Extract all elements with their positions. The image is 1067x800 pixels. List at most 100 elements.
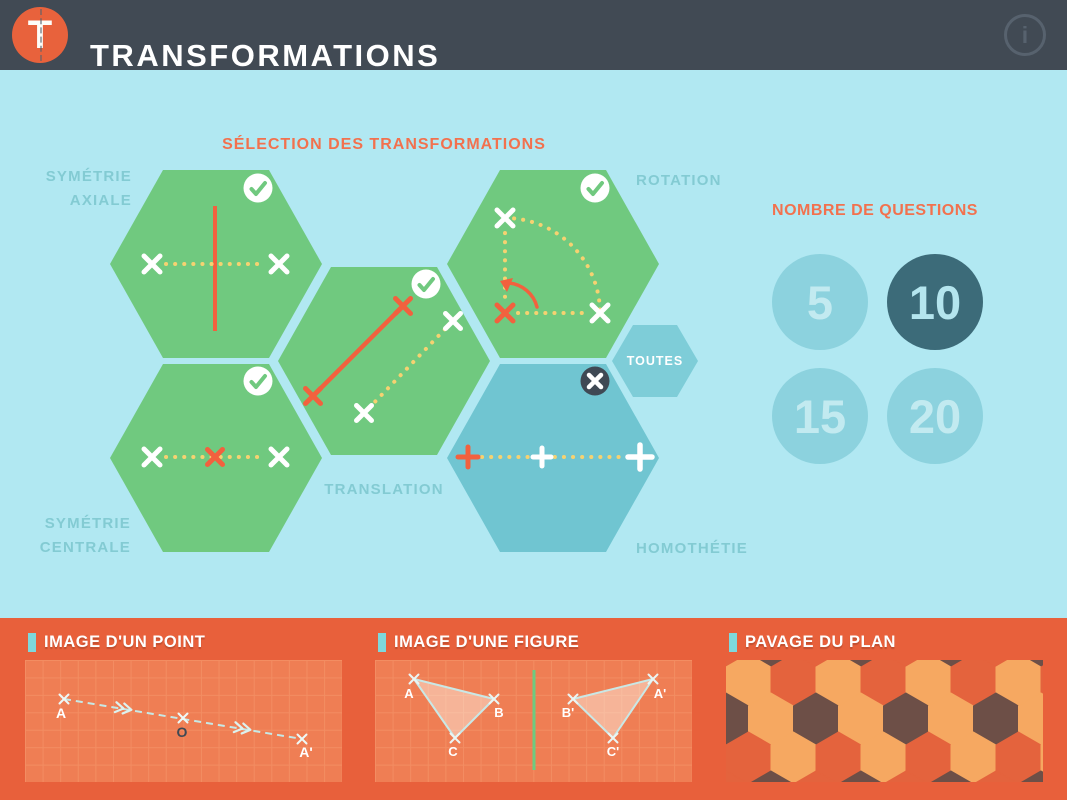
label-homothetie: HOMOTHÉTIE <box>636 537 748 561</box>
point-demo-canvas[interactable]: A O A' <box>25 660 342 782</box>
point-label-a-prime: A' <box>299 744 312 760</box>
dotted-line <box>367 324 450 410</box>
question-count-20[interactable]: 20 <box>887 368 983 464</box>
pavage-hexagon <box>930 770 972 782</box>
page-title: TRANSFORMATIONS <box>90 37 441 73</box>
pavage-hexagon <box>1040 665 1043 695</box>
badge-circle <box>411 269 441 299</box>
panel-pavage: PAVAGE DU PLAN <box>726 618 1043 800</box>
remove-badge <box>580 366 610 396</box>
check-badge <box>580 173 610 203</box>
vertex-label-a: A <box>404 686 414 701</box>
question-count-15[interactable]: 15 <box>772 368 868 464</box>
pavage-hexagon <box>795 770 837 782</box>
pavage-hexagon <box>750 770 792 782</box>
x-marker <box>393 296 413 316</box>
rotation-arrowhead <box>500 278 513 292</box>
point-marker <box>58 693 70 705</box>
hexagon-translation[interactable] <box>278 267 490 455</box>
vertex-label-c-prime: C' <box>607 744 619 759</box>
label-translation: TRANSLATION <box>294 478 474 502</box>
check-icon <box>586 181 604 196</box>
pavage-hexagon <box>885 770 927 782</box>
vertex-label-b: B <box>494 705 503 720</box>
rotation-arrow-arc <box>507 281 539 309</box>
label-symetrie-axiale: SYMÉTRIE AXIALE <box>0 165 132 213</box>
x-marker <box>268 446 290 468</box>
badge-circle <box>580 173 610 203</box>
label-line: SYMÉTRIE <box>45 168 132 185</box>
pavage-hexagon <box>726 770 747 782</box>
vertex-marker <box>488 693 500 705</box>
question-count-10[interactable]: 10 <box>887 254 983 350</box>
panel-image-point: IMAGE D'UN POINT A O A' <box>25 618 342 800</box>
x-icon <box>586 372 604 390</box>
title-accent-bar <box>28 633 36 652</box>
point-demo-drawing: A O A' <box>56 693 313 760</box>
badge-circle <box>243 173 273 203</box>
translation-vector <box>313 306 403 396</box>
vertex-marker <box>567 693 579 705</box>
hexagon-toutes[interactable] <box>612 325 698 397</box>
x-marker <box>494 302 516 324</box>
check-icon <box>417 277 435 292</box>
info-button[interactable]: i <box>1004 14 1046 56</box>
x-marker <box>141 446 163 468</box>
hexagon-rotation[interactable] <box>447 170 659 358</box>
pavage-tiling <box>726 660 1043 782</box>
check-icon <box>249 181 267 196</box>
x-marker <box>494 207 516 229</box>
equal-length-mark <box>240 722 252 735</box>
questions-heading: NOMBRE DE QUESTIONS <box>772 202 978 219</box>
x-marker <box>443 311 463 331</box>
vertex-label-a-prime: A' <box>654 686 666 701</box>
x-marker <box>303 386 323 406</box>
question-count-5[interactable]: 5 <box>772 254 868 350</box>
label-line: CENTRALE <box>39 539 131 556</box>
label-symetrie-centrale: SYMÉTRIE CENTRALE <box>0 512 131 560</box>
app-logo[interactable]: T <box>12 7 68 63</box>
title-accent-bar <box>378 633 386 652</box>
check-badge <box>243 173 273 203</box>
panel-image-figure: IMAGE D'UNE FIGURE A B C B' A' C' <box>375 618 692 800</box>
panel-title-text: IMAGE D'UN POINT <box>44 633 206 651</box>
equal-length-mark <box>121 702 133 715</box>
toutes-hexagon-label: TOUTES <box>626 354 684 368</box>
x-marker <box>589 302 611 324</box>
label-line: AXIALE <box>69 192 132 209</box>
point-marker <box>177 712 189 724</box>
selection-heading: SÉLECTION DES TRANSFORMATIONS <box>222 136 546 153</box>
vertex-label-c: C <box>448 744 458 759</box>
point-marker <box>296 733 308 745</box>
point-label-a: A <box>56 705 66 721</box>
x-marker <box>354 403 374 423</box>
equal-length-mark <box>232 721 244 734</box>
pavage-hexagon <box>1040 743 1043 773</box>
equal-length-mark <box>113 701 125 714</box>
check-badge <box>411 269 441 299</box>
triangle-abc-image <box>572 678 654 739</box>
label-line: TRANSLATION <box>324 481 444 498</box>
figure-demo-canvas[interactable]: A B C B' A' C' <box>375 660 692 782</box>
pavage-demo-canvas[interactable] <box>726 660 1043 782</box>
x-marker <box>141 253 163 275</box>
vertex-marker <box>647 673 659 685</box>
pavage-hexagon <box>975 770 1017 782</box>
badge-circle <box>243 366 273 396</box>
vertex-marker <box>449 732 461 744</box>
panel-title: IMAGE D'UN POINT <box>28 633 205 652</box>
figure-demo-drawing: A B C B' A' C' <box>404 670 666 770</box>
title-accent-bar <box>729 633 737 652</box>
label-line: HOMOTHÉTIE <box>636 540 748 557</box>
pavage-hexagon <box>840 770 882 782</box>
logo-symmetry-axis-icon <box>40 9 42 61</box>
vertex-label-b-prime: B' <box>562 705 574 720</box>
x-marker <box>268 253 290 275</box>
panel-title-text: PAVAGE DU PLAN <box>745 633 896 651</box>
bottom-bar: IMAGE D'UN POINT A O A' IMAGE D'UNE FIGURE… <box>0 618 1067 800</box>
check-icon <box>249 374 267 389</box>
transformation-selection-canvas <box>110 170 698 552</box>
label-line: ROTATION <box>636 172 722 189</box>
panel-title-text: IMAGE D'UNE FIGURE <box>394 633 580 651</box>
x-marker <box>205 447 225 467</box>
